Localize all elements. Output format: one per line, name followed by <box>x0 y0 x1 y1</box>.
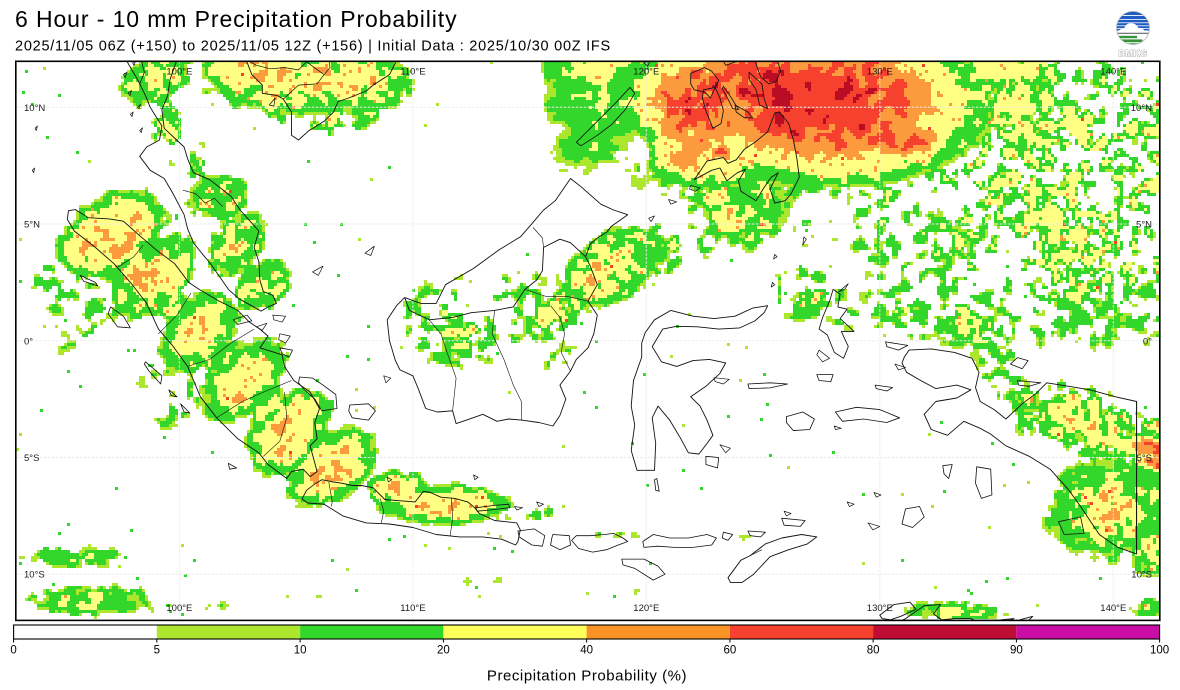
svg-text:100°E: 100°E <box>166 603 192 614</box>
svg-text:5°S: 5°S <box>1137 453 1152 464</box>
svg-text:0: 0 <box>10 645 16 657</box>
svg-text:0°: 0° <box>24 336 33 347</box>
svg-text:10°N: 10°N <box>24 103 45 114</box>
svg-text:5°S: 5°S <box>24 453 39 464</box>
svg-text:10°S: 10°S <box>24 570 45 581</box>
svg-text:110°E: 110°E <box>400 603 425 614</box>
svg-text:Precipitation Probability (%): Precipitation Probability (%) <box>487 668 687 685</box>
svg-text:100°E: 100°E <box>166 67 192 78</box>
svg-text:0°: 0° <box>1143 336 1152 347</box>
svg-text:90: 90 <box>1010 645 1023 657</box>
svg-text:BMKG: BMKG <box>1118 49 1147 59</box>
svg-text:6 Hour - 10 mm Precipitation P: 6 Hour - 10 mm Precipitation Probability <box>15 6 458 32</box>
svg-text:10°N: 10°N <box>1131 103 1152 114</box>
svg-text:120°E: 120°E <box>633 67 659 78</box>
svg-text:10: 10 <box>294 645 307 657</box>
svg-text:140°E: 140°E <box>1100 67 1126 78</box>
svg-text:60: 60 <box>724 645 737 657</box>
svg-text:130°E: 130°E <box>867 603 893 614</box>
svg-text:80: 80 <box>867 645 880 657</box>
svg-text:110°E: 110°E <box>400 67 425 78</box>
svg-text:2025/11/05 06Z (+150) to 2025/: 2025/11/05 06Z (+150) to 2025/11/05 12Z … <box>15 39 611 55</box>
svg-text:5°N: 5°N <box>1136 220 1152 231</box>
svg-text:5: 5 <box>154 645 160 657</box>
svg-text:130°E: 130°E <box>867 67 893 78</box>
svg-text:40: 40 <box>580 645 593 657</box>
svg-text:140°E: 140°E <box>1100 603 1126 614</box>
svg-text:10°S: 10°S <box>1131 570 1152 581</box>
svg-text:120°E: 120°E <box>633 603 659 614</box>
svg-text:5°N: 5°N <box>24 220 40 231</box>
svg-text:20: 20 <box>437 645 450 657</box>
svg-text:100: 100 <box>1150 645 1169 657</box>
